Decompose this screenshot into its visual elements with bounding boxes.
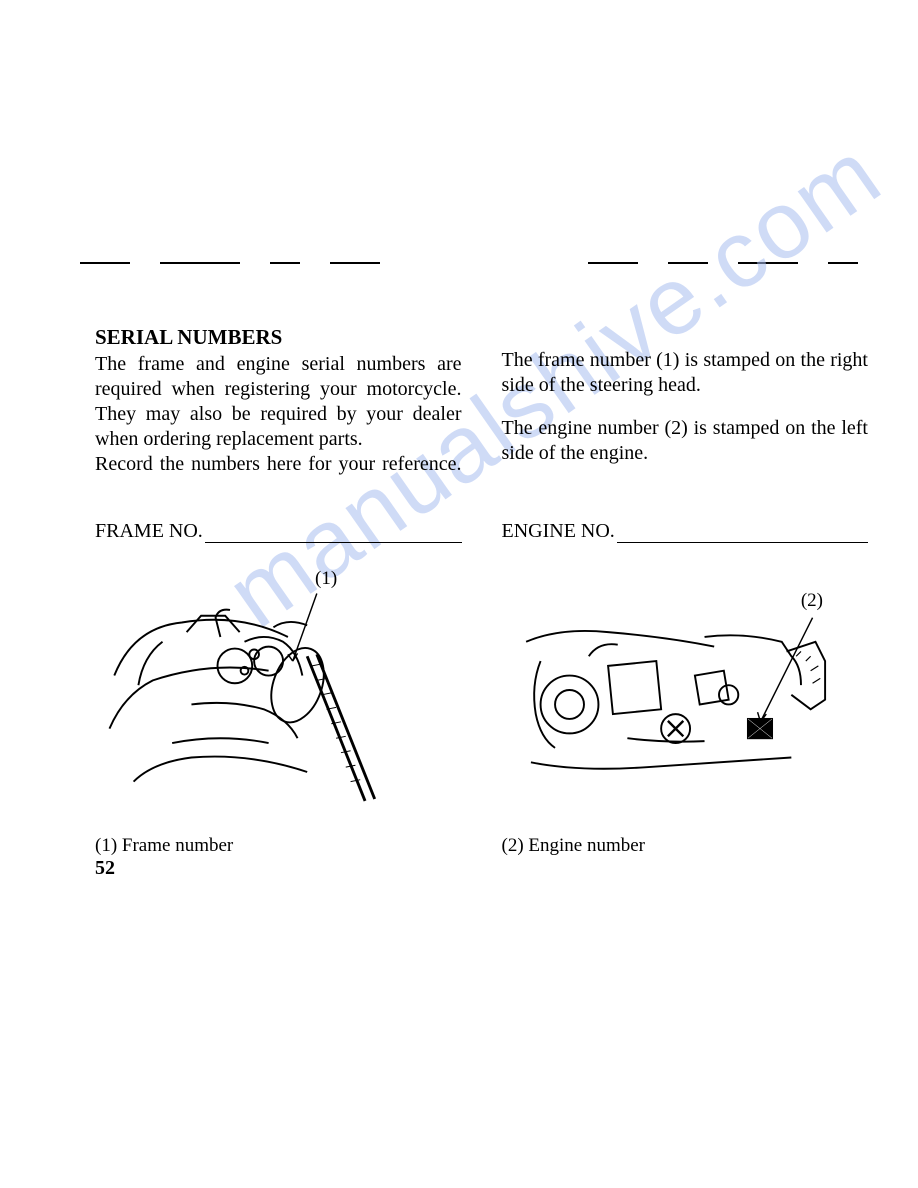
right-para-1: The frame number (1) is stamped on the r…: [502, 348, 869, 398]
frame-diagram: (1): [95, 565, 462, 820]
right-column: The frame number (1) is stamped on the r…: [502, 325, 869, 477]
engine-no-line: [617, 542, 868, 543]
frame-no-label: FRAME NO.: [95, 520, 203, 543]
page-number: 52: [95, 857, 115, 880]
right-para-2: The engine number (2) is stamped on the …: [502, 416, 869, 466]
frame-illustration: [95, 565, 462, 815]
left-column: SERIAL NUMBERS The frame and engine seri…: [95, 325, 462, 477]
field-row: FRAME NO. ENGINE NO.: [95, 520, 868, 543]
callout-1: (1): [315, 568, 337, 590]
engine-no-field: ENGINE NO.: [502, 520, 869, 543]
main-content: SERIAL NUMBERS The frame and engine seri…: [95, 325, 868, 477]
left-para-2: Record the numbers here for your referen…: [95, 452, 462, 477]
caption-engine: (2) Engine number: [502, 835, 869, 857]
captions-row: (1) Frame number (2) Engine number: [95, 835, 868, 857]
left-para-1: The frame and engine serial numbers are …: [95, 352, 462, 452]
section-heading: SERIAL NUMBERS: [95, 325, 462, 350]
diagrams-row: (1): [95, 565, 868, 820]
frame-no-field: FRAME NO.: [95, 520, 462, 543]
frame-no-line: [205, 542, 462, 543]
crop-marks: [80, 262, 858, 264]
callout-2: (2): [801, 590, 823, 612]
engine-no-label: ENGINE NO.: [502, 520, 615, 543]
caption-frame: (1) Frame number: [95, 835, 462, 857]
engine-diagram: (2): [502, 565, 869, 820]
